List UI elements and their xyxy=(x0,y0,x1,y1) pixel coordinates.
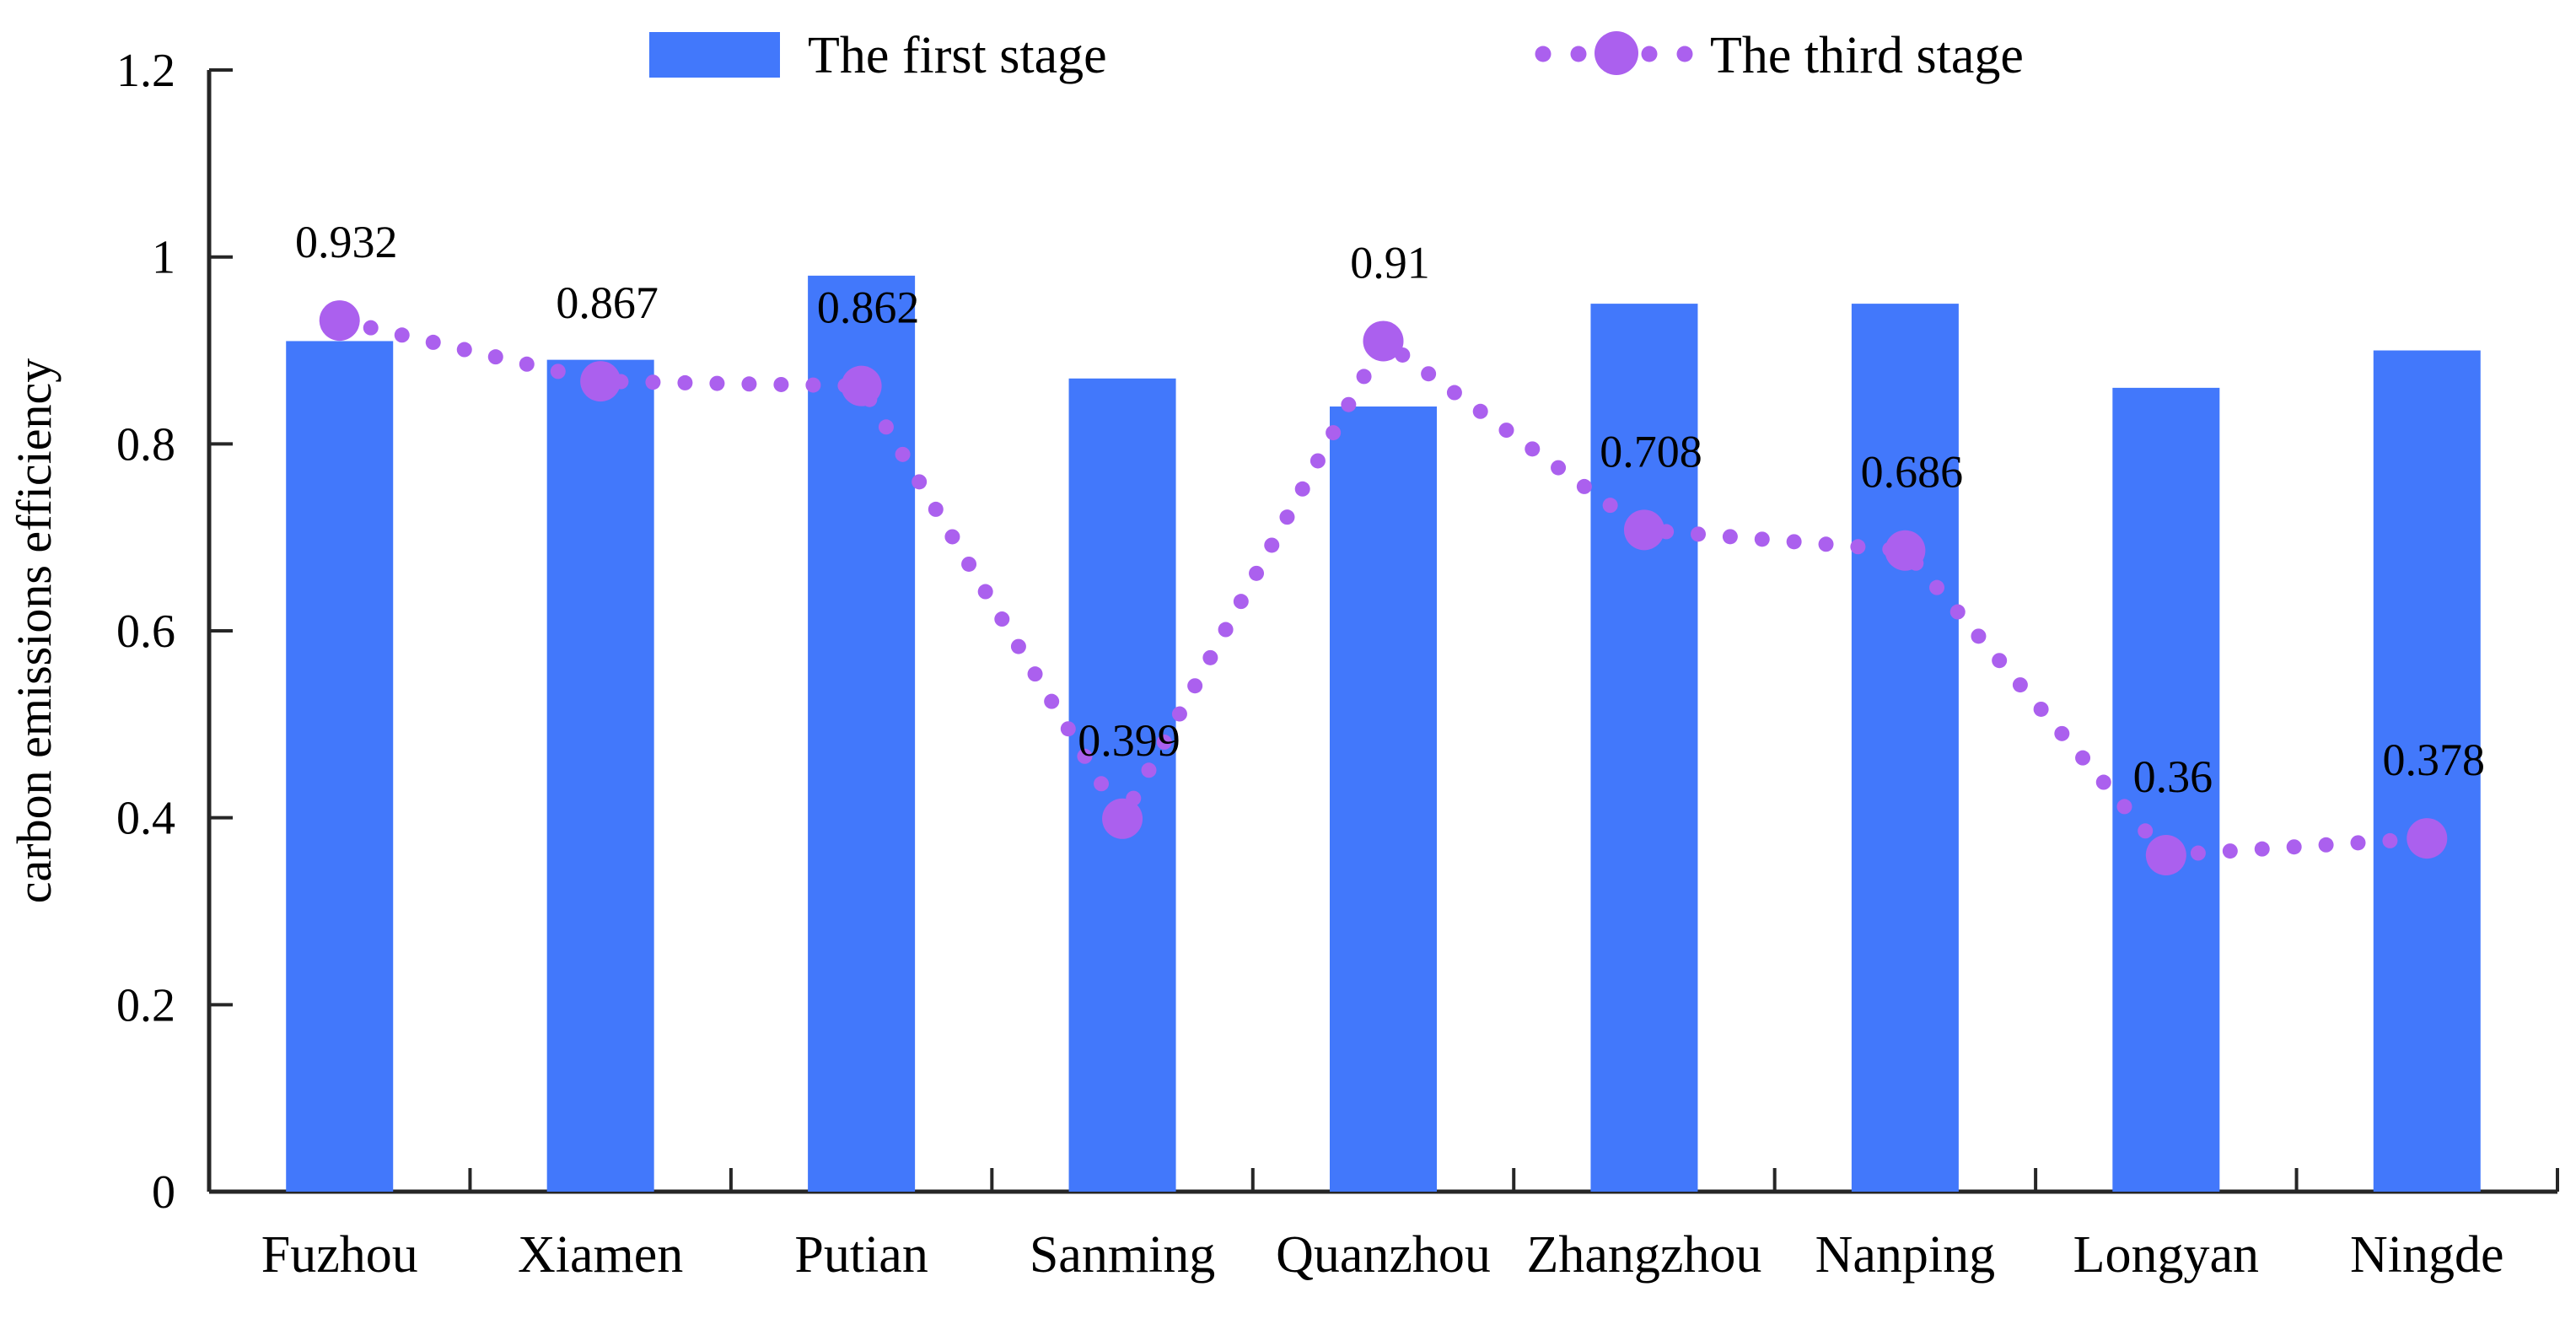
y-tick-label: 0.4 xyxy=(116,793,175,845)
value-label-zhangzhou: 0.708 xyxy=(1600,426,1702,476)
legend-label-first-stage: The first stage xyxy=(808,27,1107,84)
marker-fuzhou xyxy=(319,300,360,342)
y-tick-label: 0.2 xyxy=(116,979,175,1031)
y-axis-title: carbon emissions efficiency xyxy=(7,358,62,903)
legend-label-third-stage: The third stage xyxy=(1710,27,2024,84)
value-label-sanming: 0.399 xyxy=(1078,715,1180,766)
legend-marker-third-stage-icon xyxy=(1595,31,1638,75)
marker-ningde xyxy=(2407,818,2448,859)
value-label-quanzhou: 0.91 xyxy=(1350,237,1430,288)
y-tick-label: 1.2 xyxy=(116,45,175,97)
y-tick-label: 1 xyxy=(152,232,175,284)
bar-sanming xyxy=(1068,378,1176,1192)
marker-quanzhou xyxy=(1363,320,1404,362)
y-tick-label: 0.6 xyxy=(116,606,175,658)
value-label-longyan: 0.36 xyxy=(2133,751,2213,802)
x-category-label: Zhangzhou xyxy=(1526,1226,1761,1284)
x-category-label: Quanzhou xyxy=(1276,1226,1491,1284)
value-label-fuzhou: 0.932 xyxy=(295,217,398,267)
third-stage-dotted-line xyxy=(331,313,2435,864)
y-tick-label: 0 xyxy=(152,1166,175,1219)
bar-fuzhou xyxy=(286,341,394,1192)
bar-ningde xyxy=(2373,350,2481,1192)
value-label-xiamen: 0.867 xyxy=(556,277,659,328)
marker-longyan xyxy=(2145,835,2186,876)
bar-zhangzhou xyxy=(1590,304,1698,1192)
value-label-ningde: 0.378 xyxy=(2383,735,2486,785)
x-category-label: Longyan xyxy=(2073,1226,2259,1284)
bar-putian xyxy=(808,275,916,1192)
bar-longyan xyxy=(2112,387,2220,1192)
x-category-label: Xiamen xyxy=(518,1226,683,1284)
marker-xiamen xyxy=(580,361,621,402)
value-label-putian: 0.862 xyxy=(817,283,920,333)
bar-quanzhou xyxy=(1330,406,1437,1192)
plot-area: 0 0.2 0.4 0.6 0.8 1 1.2 Fuzhou Xiamen Putian Sanmi… xyxy=(116,45,2559,1284)
legend-swatch-first-stage-icon xyxy=(649,32,780,78)
x-category-label: Ningde xyxy=(2350,1226,2504,1284)
bar-xiamen xyxy=(546,359,654,1192)
marker-putian xyxy=(841,365,882,406)
marker-nanping xyxy=(1885,530,1926,571)
marker-sanming xyxy=(1102,798,1143,839)
legend: The first stage The third stage xyxy=(649,27,2024,84)
bar-nanping xyxy=(1851,304,1959,1192)
value-label-nanping: 0.686 xyxy=(1861,447,1964,498)
x-category-label: Nanping xyxy=(1815,1226,1996,1284)
x-category-label: Putian xyxy=(794,1226,928,1284)
x-category-label: Fuzhou xyxy=(261,1226,418,1284)
y-tick-label: 0.8 xyxy=(116,418,175,471)
marker-zhangzhou xyxy=(1623,509,1664,551)
x-category-label: Sanming xyxy=(1030,1226,1215,1284)
